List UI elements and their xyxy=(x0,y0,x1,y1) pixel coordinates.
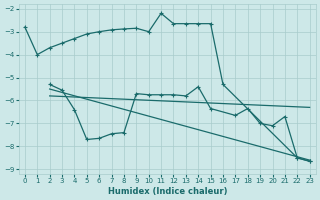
X-axis label: Humidex (Indice chaleur): Humidex (Indice chaleur) xyxy=(108,187,227,196)
